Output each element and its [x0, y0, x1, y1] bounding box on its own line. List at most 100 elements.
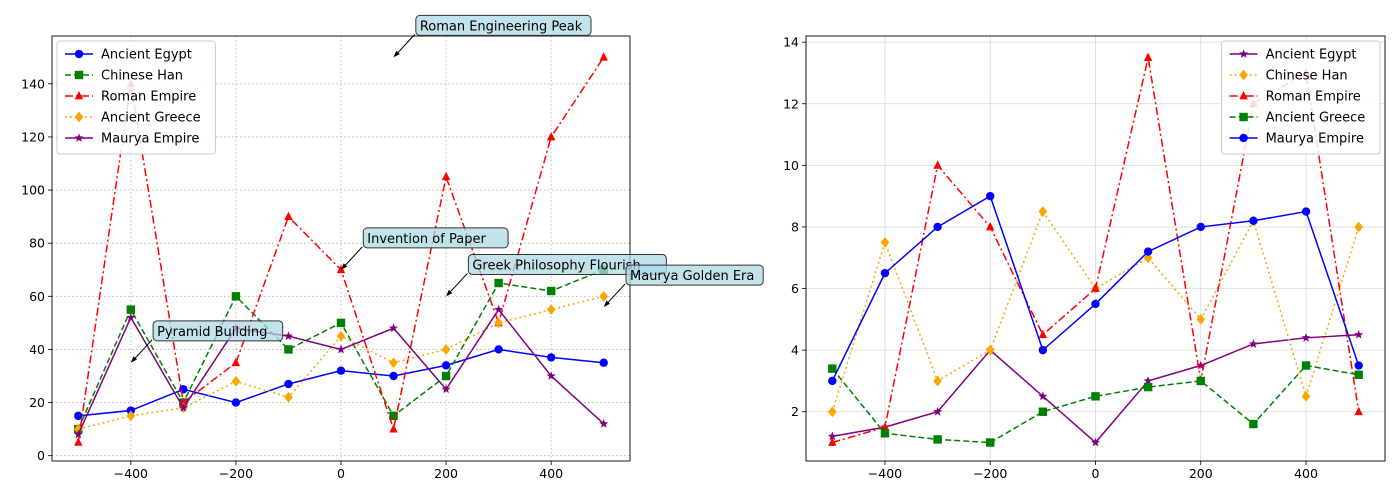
- chart-left-series-ancient-egypt-line: [78, 348, 604, 417]
- chart-left-annotation-arrow-head: [341, 263, 348, 270]
- chart-left-ytick-label: 60: [29, 289, 45, 304]
- chart-left-annotation-text: Roman Engineering Peak: [420, 19, 583, 34]
- chart-left-ytick-label: 140: [21, 76, 45, 91]
- chart-left-series-chinese-han-point: [231, 292, 241, 301]
- chart-right-series-chinese-han-point: [880, 236, 890, 248]
- chart-left-series-roman-empire-point: [284, 211, 293, 221]
- chart-left-xtick-label: 0: [337, 466, 345, 481]
- chart-left-annotation-text: Invention of Paper: [367, 232, 486, 247]
- chart-left-annotation: Pyramid Building: [130, 320, 284, 363]
- chart-left-legend-entry: Chinese Han: [65, 69, 183, 84]
- chart-left-ytick-label: 0: [37, 448, 45, 463]
- chart-right-series-ancient-greece-point: [828, 364, 837, 373]
- chart-left-series-ancient-egypt-point: [389, 371, 398, 381]
- chart-right-xtick-label: −400: [868, 466, 902, 481]
- chart-left-series-ancient-egypt-point: [336, 366, 346, 375]
- chart-left-series-chinese-han-point: [126, 305, 136, 314]
- chart-left-series-ancient-greece-point: [599, 290, 609, 302]
- chart-left-annotation-text: Greek Philosophy Flourish: [472, 258, 640, 273]
- chart-right-legend-entry-marker: [1239, 49, 1249, 58]
- chart-left-series-roman-empire-point: [546, 131, 556, 141]
- chart-left-legend-entry: Ancient Greece: [65, 111, 201, 126]
- chart-left-legend: Ancient Egypt Chinese Han Roman Empire Anci…: [56, 40, 216, 155]
- chart-left-series-ancient-egypt-point: [231, 398, 241, 407]
- chart-right-series-roman-empire-point: [1354, 406, 1363, 416]
- chart-left-legend-entry-marker: [74, 91, 84, 100]
- chart-left-series-maurya-empire-point: [599, 419, 609, 428]
- chart-right-series-maurya-empire-point: [828, 376, 837, 386]
- chart-right-legend-entry: Chinese Han: [1229, 69, 1348, 84]
- chart-left-annotation-box: [467, 253, 667, 275]
- chart-left-series-chinese-han-point: [389, 411, 398, 421]
- chart-right-legend-entry-marker: [1239, 91, 1248, 100]
- chart-right-series-ancient-egypt-point: [827, 431, 837, 441]
- chart-right-series-roman-empire-point: [1143, 52, 1153, 61]
- chart-right-series-maurya-empire-point: [1038, 345, 1048, 355]
- chart-left-xtick-label: −200: [219, 466, 253, 481]
- chart-right-legend-entry-label: Ancient Greece: [1266, 111, 1366, 126]
- chart-left-series-roman-empire-point: [336, 264, 346, 274]
- chart-left-series-maurya-empire: [73, 304, 609, 439]
- chart-left-annotation-box: [625, 264, 764, 286]
- chart-left-annotation-arrow-head: [393, 50, 400, 58]
- chart-right-ytick-label: 6: [791, 281, 799, 296]
- chart-left-series-chinese-han-point: [284, 345, 293, 354]
- chart-right-series-ancient-egypt-point: [1196, 360, 1206, 370]
- chart-left-annotation-arrow-head: [446, 289, 453, 297]
- chart-right-series-chinese-han-point: [1354, 221, 1364, 233]
- chart-left-series-maurya-empire-point: [546, 371, 556, 380]
- chart-right-series-chinese-han-point: [1196, 313, 1206, 325]
- chart-right-series-ancient-greece-point: [1354, 370, 1363, 379]
- chart-left-annotation-arrow-shaft: [395, 34, 416, 56]
- chart-right-legend-entry: Maurya Empire: [1229, 132, 1364, 147]
- chart-left-series-ancient-greece-point: [546, 304, 556, 315]
- chart-left-series-maurya-empire-point: [494, 304, 504, 314]
- chart-left-annotation: Maurya Golden Era: [603, 264, 764, 307]
- chart-right-series-roman-empire-point: [1091, 283, 1100, 292]
- chart-left-legend-entry: Roman Empire: [65, 90, 196, 105]
- chart-right-series-ancient-egypt-point: [1301, 333, 1311, 342]
- chart-right-legend-box: [1221, 40, 1381, 155]
- chart-right-series-ancient-greece-point: [1196, 376, 1205, 386]
- chart-left-series-ancient-greece-point: [389, 357, 398, 369]
- chart-left-annotation-arrow-shaft: [605, 283, 626, 306]
- chart-left-series-ancient-egypt-point: [546, 353, 556, 362]
- chart-left-series-ancient-greece: [73, 290, 609, 435]
- chart-right-series-ancient-greece: [828, 361, 1363, 447]
- chart-right-legend-entry-label: Chinese Han: [1266, 69, 1348, 84]
- chart-right-legend: Ancient Egypt Chinese Han Roman Empire Anci…: [1221, 40, 1381, 155]
- chart-right-series-ancient-egypt-point: [933, 406, 943, 416]
- chart-right-series-ancient-greece-point: [1301, 361, 1311, 370]
- chart-left-legend-box: [56, 40, 216, 155]
- chart-left-series-roman-empire-point: [389, 424, 398, 433]
- chart-left-series-ancient-greece-point: [231, 375, 241, 387]
- chart-left-ytick-label: 120: [21, 129, 45, 144]
- chart-left-legend-entry: Maurya Empire: [65, 132, 199, 147]
- chart-left-series-ancient-greece-point: [494, 317, 503, 329]
- chart-right-series-ancient-greece-point: [1038, 407, 1048, 416]
- chart-left-plot-area: [73, 52, 609, 446]
- chart-right-series-maurya-empire-point: [933, 222, 942, 232]
- chart-right-ytick-label: 8: [791, 219, 799, 234]
- chart-left-series-ancient-egypt-point: [494, 345, 503, 354]
- chart-right-series-maurya-empire-point: [880, 268, 890, 278]
- chart-left-series-maurya-empire-point: [73, 429, 83, 439]
- chart-left-series-ancient-greece-point: [126, 410, 136, 422]
- chart-left-series-ancient-egypt-point: [441, 361, 451, 370]
- chart-left-legend-entry-label: Ancient Greece: [101, 111, 201, 126]
- chart-right-series-ancient-greece-line: [831, 364, 1359, 444]
- chart-left-ytick-label: 80: [29, 236, 45, 251]
- chart-right-series-chinese-han-point: [933, 375, 942, 387]
- chart-right-series-ancient-greece-point: [1249, 419, 1258, 429]
- chart-right-series-roman-empire-point: [986, 221, 995, 231]
- chart-left-series-chinese-han-point: [546, 286, 556, 296]
- chart-right-series-ancient-egypt-point: [1354, 329, 1364, 339]
- chart-left-legend-entry-marker: [74, 111, 84, 123]
- chart-right-series-chinese-han-point: [1301, 390, 1311, 402]
- chart-right-legend-entry-marker: [1239, 112, 1248, 122]
- chart-left-series-maurya-empire-point: [283, 331, 294, 341]
- chart-left-annotation-box: [362, 227, 509, 249]
- chart-right-ytick-label: 12: [783, 96, 799, 111]
- chart-right-legend-entry-label: Maurya Empire: [1266, 132, 1364, 147]
- chart-right-series-chinese-han-line: [831, 209, 1360, 412]
